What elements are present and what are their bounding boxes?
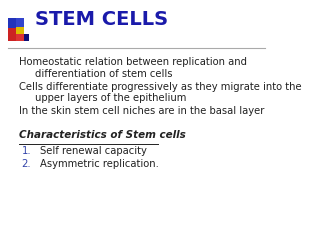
Text: STEM CELLS: STEM CELLS [35,10,168,29]
Bar [16,26,24,41]
Bar [8,26,16,41]
Text: differentiation of stem cells: differentiation of stem cells [35,69,172,79]
Bar [24,34,29,41]
Text: In the skin stem cell niches are in the basal layer: In the skin stem cell niches are in the … [19,106,264,116]
Text: Cells differentiate progressively as they migrate into the: Cells differentiate progressively as the… [19,82,301,92]
Text: Self renewal capacity: Self renewal capacity [40,146,147,156]
Bar [16,18,24,28]
Text: 1.: 1. [21,146,31,156]
Text: Characteristics of Stem cells: Characteristics of Stem cells [19,130,186,140]
Text: upper layers of the epithelium: upper layers of the epithelium [35,93,186,103]
Bar [8,18,16,28]
Text: Homeostatic relation between replication and: Homeostatic relation between replication… [19,57,247,67]
Text: Asymmetric replication.: Asymmetric replication. [40,159,159,169]
Text: 2.: 2. [21,159,31,169]
Bar [16,27,24,34]
